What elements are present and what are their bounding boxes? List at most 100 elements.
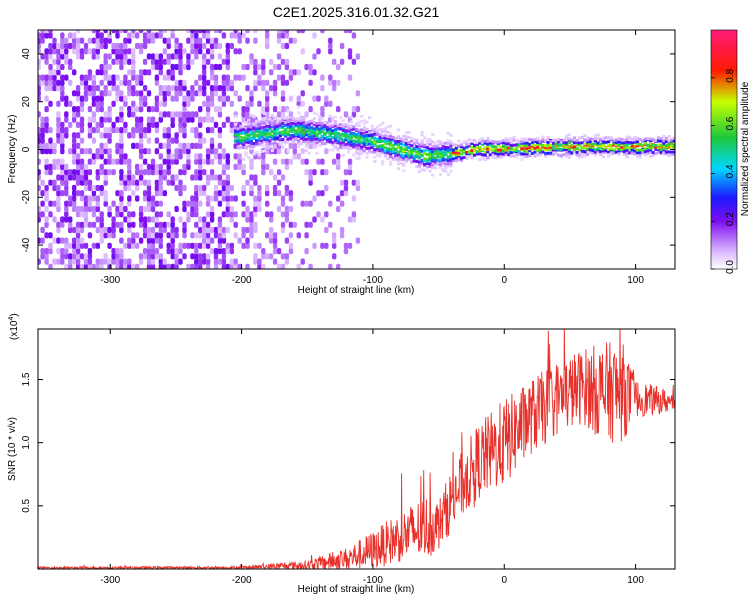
spectrogram-cell — [302, 132, 306, 136]
spectrogram-cell — [107, 226, 112, 234]
spectrogram-cell — [470, 149, 474, 153]
spectrogram-cell — [150, 195, 156, 202]
spectrogram-cell — [48, 100, 53, 107]
spectrogram-cell — [336, 195, 341, 202]
spectrogram-cell — [530, 138, 534, 142]
spectrogram-cell — [444, 169, 448, 173]
spectrogram-cell — [245, 85, 250, 92]
spectrogram-cell — [554, 139, 558, 142]
spectrogram-cell — [580, 146, 584, 149]
spectrogram-cell — [174, 53, 179, 60]
spectrogram-cell — [441, 153, 445, 157]
spectrogram-cell — [170, 221, 175, 228]
spectrogram-cell — [234, 122, 238, 126]
spectrogram-cell — [533, 154, 537, 158]
spectrogram-cell — [336, 205, 341, 213]
spectrogram-cell — [158, 190, 163, 197]
spectrogram-cell — [229, 100, 234, 107]
spectrogram-cell — [261, 106, 266, 113]
spectrogram-cell — [158, 142, 163, 149]
spectrogram-cell — [166, 169, 171, 176]
spectrogram-cell — [428, 162, 432, 166]
spectrogram-cell — [368, 151, 372, 154]
spectrogram-cell — [549, 145, 553, 149]
spectrogram-cell — [115, 42, 120, 50]
spectrogram-cell — [294, 132, 298, 136]
spectrogram-cell — [294, 117, 298, 121]
spectrogram-cell — [486, 137, 490, 141]
spectrogram-cell — [351, 106, 357, 113]
spectrogram-cell — [255, 124, 259, 128]
spectrogram-cell — [304, 130, 309, 133]
spectrogram-cell — [229, 216, 234, 223]
spectrogram-cell — [312, 95, 317, 102]
spectrogram-cell — [638, 138, 642, 142]
spectrogram-cell — [373, 129, 377, 133]
spectrogram-cell — [297, 119, 301, 122]
spectrogram-cell — [217, 158, 223, 165]
spectrogram-cell — [162, 111, 167, 118]
spectrogram-cell — [402, 157, 406, 161]
spectrogram-cell — [459, 143, 464, 147]
spectrogram-cell — [142, 148, 148, 155]
spectrogram-cell — [436, 149, 440, 153]
spectrogram-cell — [257, 153, 261, 157]
spectrogram-cell — [257, 242, 262, 249]
spectrogram-cell — [234, 144, 238, 147]
spectrogram-cell — [245, 216, 250, 223]
spectrogram-cell — [239, 146, 243, 150]
spectrogram-cell — [599, 144, 603, 148]
spectrogram-cell — [386, 135, 390, 138]
spectrogram-cell — [174, 226, 179, 234]
spectrogram-cell — [299, 134, 303, 138]
spectrogram-cell — [75, 211, 81, 218]
spectrogram-cell — [229, 184, 234, 192]
spectrogram-cell — [60, 63, 65, 71]
spectrogram-cell — [56, 205, 61, 213]
spectrogram-cell — [641, 143, 645, 147]
spectrogram-cell — [607, 148, 611, 151]
spectrogram-cell — [276, 248, 282, 255]
spectrogram-cell — [528, 146, 532, 150]
spectrogram-cell — [320, 138, 324, 142]
spectrogram-cell — [162, 95, 167, 102]
spectrogram-cell — [225, 163, 230, 170]
spectrogram-cell — [150, 216, 156, 223]
spectrogram-cell — [467, 154, 471, 158]
spectrogram-cell — [265, 128, 269, 132]
spectrogram-cell — [60, 137, 65, 144]
spectrogram-cell — [538, 139, 542, 143]
spectrogram-cell — [146, 127, 152, 134]
spectrogram-cell — [186, 37, 191, 44]
spectrogram-cell — [68, 169, 73, 176]
spectrogram-cell — [349, 143, 353, 147]
spectrogram-cell — [304, 232, 309, 239]
spectrogram-cell — [174, 111, 179, 118]
colorbar: 0.00.20.40.60.8 Normalized spectral ampl… — [710, 29, 750, 274]
spectrogram-cell — [288, 242, 294, 249]
spectrogram-cell — [583, 150, 587, 154]
spectrogram-cell — [378, 128, 382, 132]
spectrogram-cell — [64, 37, 69, 44]
spectrogram-cell — [347, 147, 351, 151]
spectrogram-cell — [107, 53, 112, 60]
spectrogram-cell — [368, 149, 372, 152]
spectrogram-cell — [459, 148, 464, 152]
spectrogram-cell — [415, 165, 419, 169]
spectrogram-cell — [75, 190, 81, 197]
spectrogram-cell — [75, 121, 81, 128]
spectrogram-cell — [99, 121, 104, 128]
spectrogram-cell — [95, 106, 100, 113]
spectrogram-cell — [316, 190, 321, 197]
spectrogram-cell — [213, 79, 219, 86]
spectrogram-cell — [72, 169, 77, 176]
spectrogram-cell — [375, 129, 380, 133]
spectrogram-cell — [158, 116, 163, 123]
spectrogram-cell — [119, 237, 124, 244]
spectrogram-cell — [64, 174, 69, 181]
spectrogram-cell — [343, 169, 349, 176]
spectrogram-cell — [504, 146, 508, 149]
spectrogram-cell — [457, 151, 461, 155]
spectrogram-cell — [95, 174, 100, 181]
spectrogram-cell — [64, 242, 69, 249]
